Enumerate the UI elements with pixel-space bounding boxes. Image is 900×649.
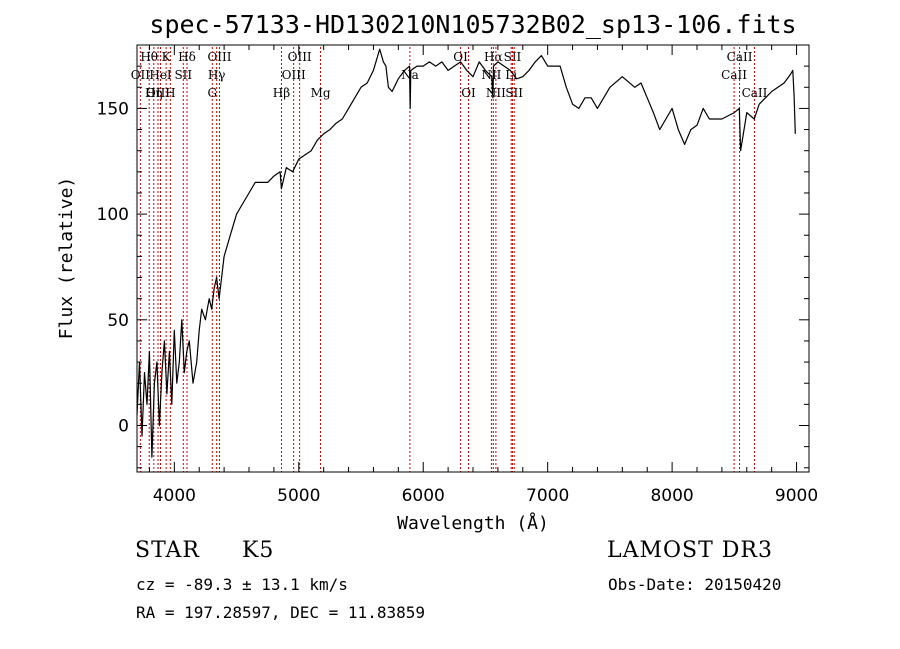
spectral-line-label: CaII [721, 68, 747, 82]
y-tick-label: 150 [97, 99, 129, 119]
survey-name: LAMOST DR3 [607, 538, 773, 563]
spectral-line-label: G [207, 86, 217, 100]
spectral-line-label: Hδ [178, 50, 196, 64]
spectral-line-label: OIII [146, 86, 170, 100]
x-tick-label: 7000 [526, 486, 569, 506]
spectral-line-label: K [162, 50, 172, 64]
spectral-line-label: Hη [145, 86, 163, 100]
spectral-line-label: HeI [149, 68, 172, 82]
spectral-line-label: H [165, 86, 175, 100]
series-layer [136, 48, 796, 458]
spectral-line-label: CaII [742, 86, 768, 100]
y-tick-label: 100 [97, 205, 129, 225]
object-class: STAR [135, 538, 200, 563]
spectral-line-label: OIII [207, 50, 231, 64]
object-subclass: K5 [242, 538, 275, 563]
spectral-line-label: OIII [282, 68, 306, 82]
spectral-line-label: Mg [311, 86, 331, 100]
x-tick-label: 9000 [775, 486, 818, 506]
spectral-line-label: NII [486, 86, 506, 100]
spectral-line-label: SII [504, 50, 522, 64]
spectral-line-label: OI [453, 50, 468, 64]
x-tick-label: 4000 [153, 486, 196, 506]
spectral-line-label: Hγ [208, 68, 226, 82]
x-tick-label: 8000 [650, 486, 693, 506]
spectral-line-label: Li [505, 68, 517, 82]
ra-dec: RA = 197.28597, DEC = 11.83859 [136, 603, 425, 622]
y-tick-label: 0 [118, 416, 129, 436]
redshift-cz: cz = -89.3 ± 13.1 km/s [136, 575, 348, 594]
spectral-lines-layer: Hθ OII OIII K HeI Hη H Hδ SII OIII Hγ G Hβ OIII OIII Mg… [131, 47, 768, 472]
spectral-line-label: OII [131, 68, 151, 82]
y-tick-label: 50 [107, 311, 129, 331]
ticks-layer: 4000 5000 6000 7000 8000 9000 0 50 100 150 [97, 45, 818, 506]
x-axis-label: Wavelength (Å) [397, 512, 549, 534]
plot-frame [136, 44, 810, 473]
y-axis-label: Flux (relative) [56, 177, 77, 340]
spectral-line-label: Hβ [273, 86, 290, 100]
spectral-line-label: Hθ [140, 50, 158, 64]
spectral-line-label: SII [505, 86, 523, 100]
obs-date: Obs-Date: 20150420 [608, 575, 782, 594]
spectral-line-label: Hα [484, 50, 503, 64]
spectral-line-label: CaII [727, 50, 753, 64]
spectral-line-label: SII [174, 68, 192, 82]
chart-title: spec-57133-HD130210N105732B02_sp13-106.f… [149, 10, 796, 39]
flux-series-line [136, 48, 796, 458]
x-tick-label: 5000 [277, 486, 320, 506]
spectral-line-label: OI [461, 86, 476, 100]
spectral-line-label: OIII [288, 50, 312, 64]
x-tick-label: 6000 [402, 486, 445, 506]
